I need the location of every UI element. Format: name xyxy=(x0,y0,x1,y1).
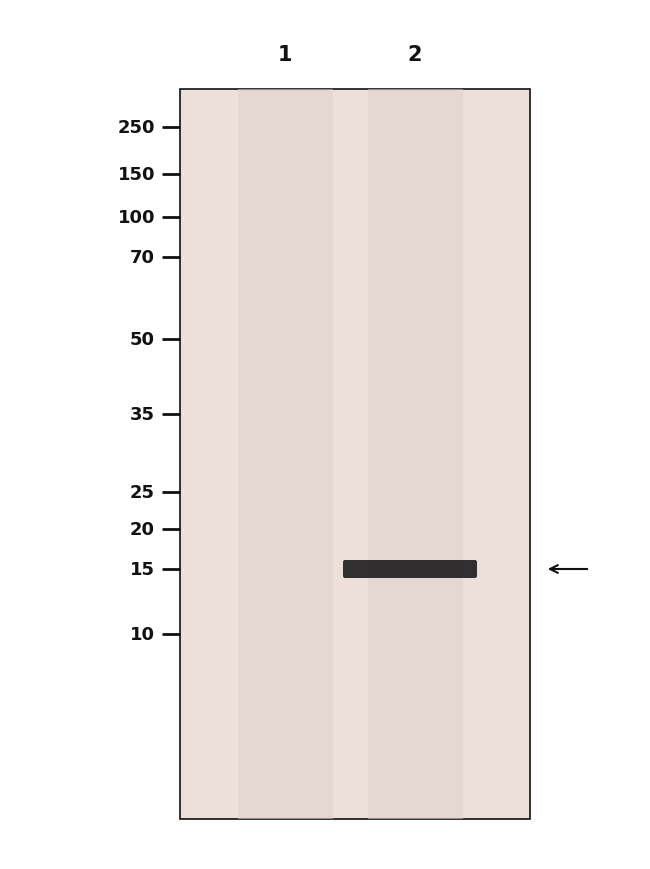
Bar xyxy=(237,90,333,819)
Bar xyxy=(180,90,530,819)
Text: 50: 50 xyxy=(130,330,155,348)
Text: 15: 15 xyxy=(130,561,155,579)
Text: 20: 20 xyxy=(130,521,155,539)
FancyBboxPatch shape xyxy=(343,561,477,579)
Text: 2: 2 xyxy=(408,45,422,65)
Text: 100: 100 xyxy=(118,209,155,227)
Bar xyxy=(367,90,463,819)
Text: 25: 25 xyxy=(130,483,155,501)
Text: 10: 10 xyxy=(130,626,155,643)
Text: 70: 70 xyxy=(130,249,155,267)
Text: 150: 150 xyxy=(118,166,155,183)
Text: 1: 1 xyxy=(278,45,292,65)
Text: 35: 35 xyxy=(130,406,155,423)
Text: 250: 250 xyxy=(118,119,155,136)
